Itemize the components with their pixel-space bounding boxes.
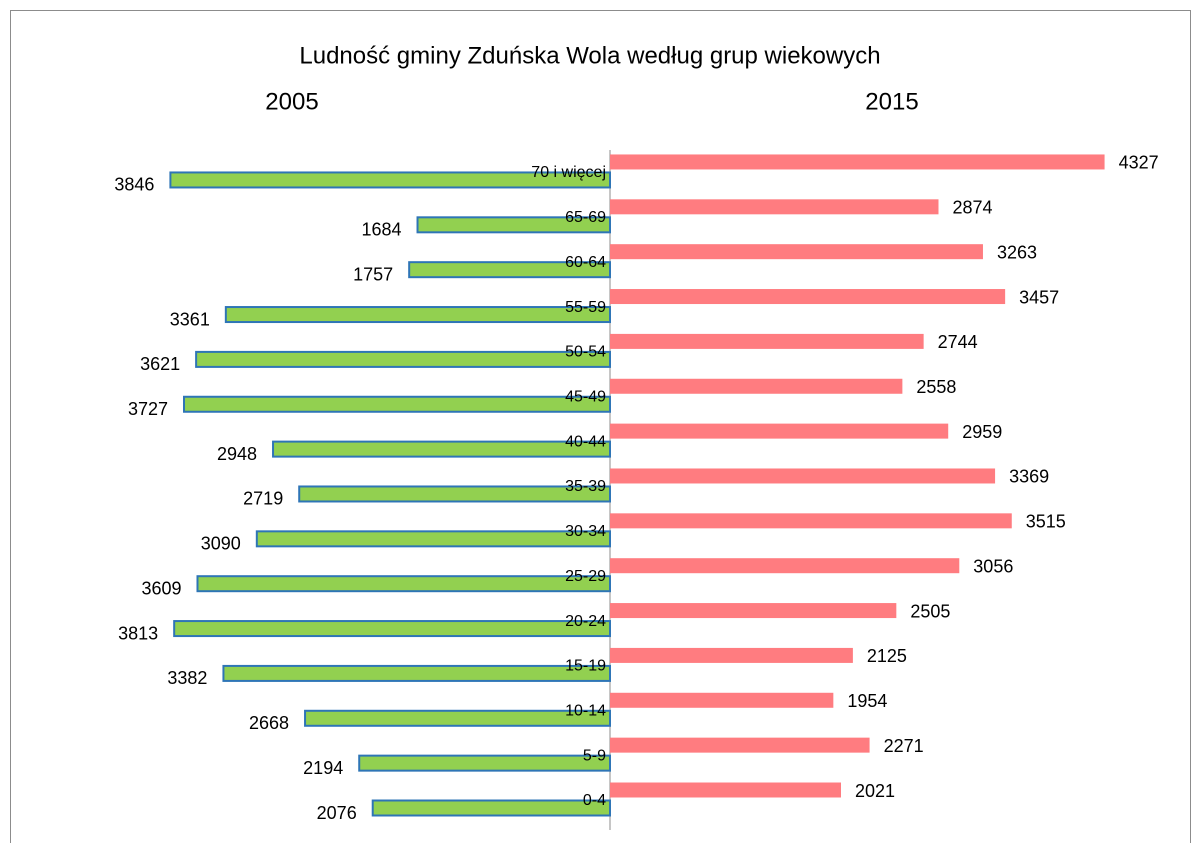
bar: [255, 530, 611, 548]
data-label: 3457: [1019, 287, 1059, 307]
category-label: 15-19: [565, 658, 606, 675]
chart-frame: [10, 10, 1191, 843]
category-label: 50-54: [565, 344, 606, 361]
data-label: 2505: [910, 601, 950, 621]
data-label: 2021: [855, 781, 895, 801]
data-label: 2194: [303, 758, 343, 778]
bar: [222, 664, 611, 682]
bar: [224, 306, 611, 324]
series-label: 2005: [265, 88, 318, 115]
data-label: 3609: [141, 578, 181, 598]
data-label: 2719: [243, 489, 283, 509]
category-label: 5-9: [583, 747, 606, 764]
bar: [358, 754, 611, 772]
data-label: 3813: [118, 623, 158, 643]
data-label: 3515: [1026, 512, 1066, 532]
data-label: 4327: [1119, 153, 1159, 173]
bar: [272, 440, 611, 458]
data-label: 3369: [1009, 467, 1049, 487]
category-label: 35-39: [565, 478, 606, 495]
bar: [416, 216, 611, 234]
bar: [371, 799, 611, 817]
bar: [610, 244, 983, 260]
bar: [610, 423, 949, 439]
bar: [610, 468, 996, 484]
chart-title: Ludność gminy Zduńska Wola według grup w…: [299, 42, 880, 69]
data-label: 3361: [170, 309, 210, 329]
data-label: 2668: [249, 713, 289, 733]
data-label: 3263: [997, 242, 1037, 262]
category-label: 10-14: [565, 702, 606, 719]
data-label: 1684: [361, 220, 401, 240]
data-label: 2948: [217, 444, 257, 464]
bar: [610, 513, 1012, 529]
bar: [183, 395, 611, 413]
series-label: 2015: [865, 88, 918, 115]
data-label: 3090: [201, 534, 241, 554]
data-label: 2076: [317, 803, 357, 823]
bar: [610, 692, 834, 708]
data-label: 2271: [884, 736, 924, 756]
bar: [195, 350, 612, 368]
category-label: 65-69: [565, 209, 606, 226]
bar: [610, 333, 924, 349]
category-label: 70 i więcej: [531, 164, 606, 181]
bar: [610, 199, 939, 215]
bar: [304, 709, 611, 727]
bar: [169, 171, 612, 189]
category-label: 40-44: [565, 433, 606, 450]
category-label: 30-34: [565, 523, 606, 540]
data-label: 2558: [916, 377, 956, 397]
data-label: 3727: [128, 399, 168, 419]
bar: [298, 485, 611, 503]
bar: [610, 558, 960, 574]
category-label: 45-49: [565, 388, 606, 405]
data-label: 1757: [353, 264, 393, 284]
bar: [610, 737, 870, 753]
bar: [610, 378, 903, 394]
data-label: 3056: [973, 556, 1013, 576]
data-label: 2874: [952, 198, 992, 218]
data-label: 3846: [114, 175, 154, 195]
bar: [196, 575, 611, 593]
data-label: 2959: [962, 422, 1002, 442]
bar: [610, 289, 1006, 305]
bar: [610, 647, 853, 663]
category-label: 20-24: [565, 613, 606, 630]
category-label: 25-29: [565, 568, 606, 585]
data-label: 2744: [938, 332, 978, 352]
data-label: 1954: [847, 691, 887, 711]
data-label: 3621: [140, 354, 180, 374]
bar: [610, 782, 842, 798]
bar: [173, 620, 611, 638]
category-label: 55-59: [565, 299, 606, 316]
bar: [610, 603, 897, 619]
category-label: 60-64: [565, 254, 606, 271]
data-label: 3382: [167, 668, 207, 688]
bar: [408, 261, 611, 279]
bar: [610, 154, 1105, 170]
category-label: 0-4: [583, 792, 606, 809]
data-label: 2125: [867, 646, 907, 666]
